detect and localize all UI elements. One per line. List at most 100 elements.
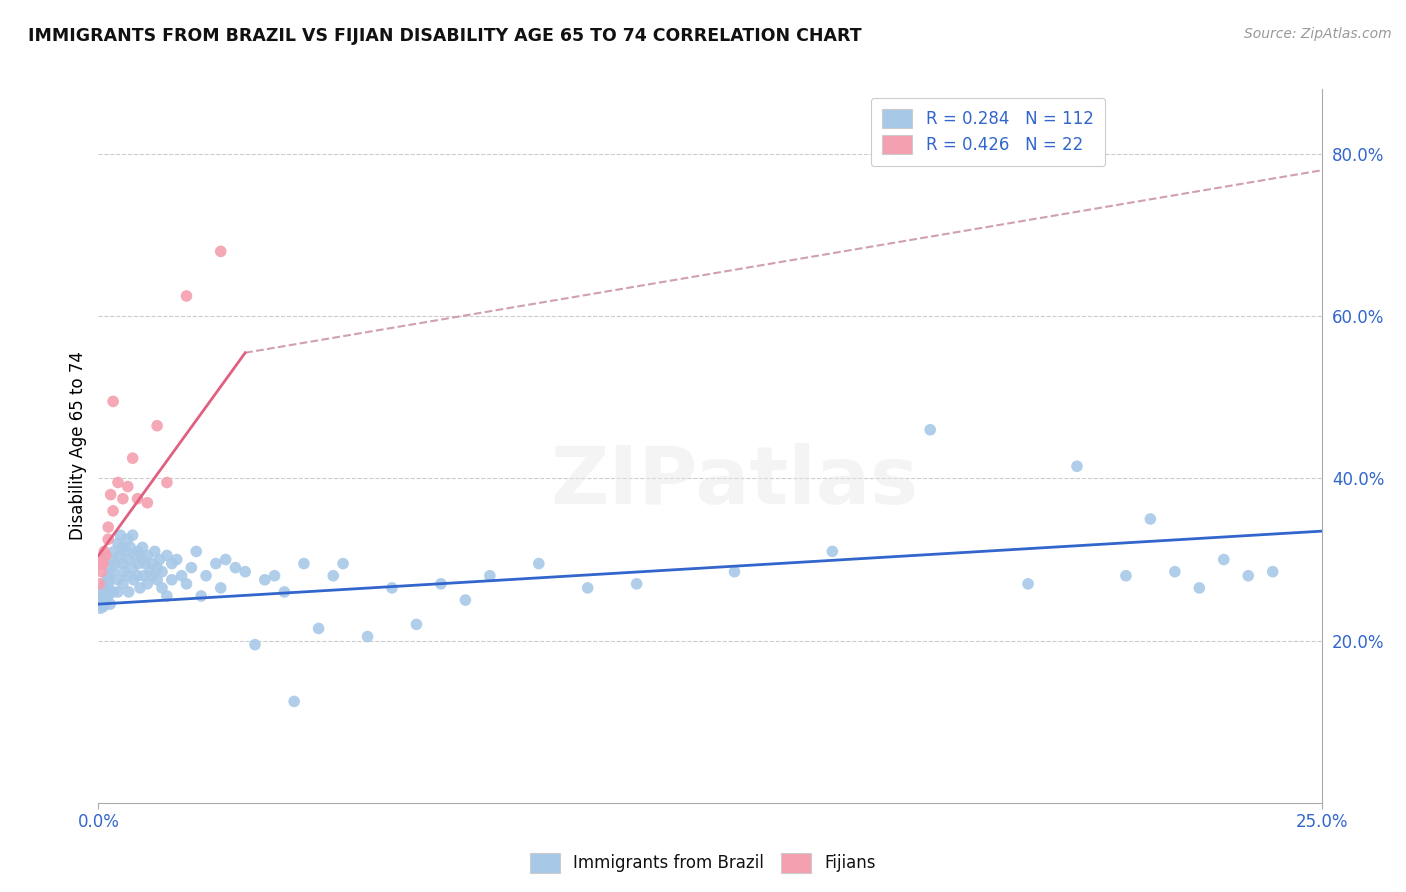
Point	[129, 581, 152, 595]
Text: ZIPatlas: ZIPatlas	[550, 442, 918, 521]
Point	[243, 638, 266, 652]
Point	[131, 552, 153, 566]
Point	[90, 589, 112, 603]
Point	[186, 544, 208, 558]
Point	[107, 475, 129, 490]
Point	[143, 544, 166, 558]
Point	[150, 581, 173, 595]
Point	[214, 552, 236, 566]
Legend: Immigrants from Brazil, Fijians: Immigrants from Brazil, Fijians	[523, 847, 883, 880]
Point	[101, 585, 124, 599]
Point	[89, 597, 111, 611]
Text: IMMIGRANTS FROM BRAZIL VS FIJIAN DISABILITY AGE 65 TO 74 CORRELATION CHART: IMMIGRANTS FROM BRAZIL VS FIJIAN DISABIL…	[28, 27, 862, 45]
Point	[263, 568, 285, 582]
Point	[292, 557, 315, 571]
Point	[195, 568, 218, 582]
Point	[156, 549, 179, 563]
Point	[120, 541, 142, 555]
Point	[94, 586, 117, 600]
Point	[97, 578, 120, 592]
Point	[103, 544, 125, 558]
Point	[91, 552, 114, 566]
Point	[91, 585, 114, 599]
Point	[166, 552, 188, 566]
Point	[233, 565, 256, 579]
Point	[117, 552, 139, 566]
Point	[1139, 512, 1161, 526]
Point	[136, 496, 159, 510]
Point	[127, 491, 149, 506]
Point	[134, 557, 156, 571]
Point	[478, 568, 501, 582]
Point	[139, 565, 162, 579]
Point	[98, 573, 121, 587]
Point	[96, 573, 118, 587]
Point	[141, 557, 163, 571]
Point	[322, 568, 344, 582]
Point	[1164, 565, 1187, 579]
Point	[121, 560, 143, 574]
Point	[381, 581, 404, 595]
Point	[121, 451, 143, 466]
Point	[190, 589, 212, 603]
Point	[527, 557, 550, 571]
Point	[111, 541, 134, 555]
Point	[90, 597, 112, 611]
Point	[111, 577, 134, 591]
Point	[128, 557, 150, 571]
Point	[101, 552, 124, 566]
Point	[91, 593, 114, 607]
Point	[97, 589, 120, 603]
Point	[112, 565, 135, 579]
Point	[90, 565, 112, 579]
Point	[89, 557, 111, 571]
Point	[454, 593, 477, 607]
Point	[91, 589, 114, 603]
Point	[107, 536, 129, 550]
Point	[122, 573, 145, 587]
Point	[356, 630, 378, 644]
Point	[136, 577, 159, 591]
Point	[97, 520, 120, 534]
Point	[117, 479, 139, 493]
Point	[127, 568, 149, 582]
Point	[100, 560, 122, 574]
Point	[104, 557, 127, 571]
Point	[1115, 568, 1137, 582]
Point	[110, 528, 132, 542]
Point	[101, 504, 124, 518]
Point	[1212, 552, 1234, 566]
Point	[224, 560, 246, 574]
Text: Source: ZipAtlas.com: Source: ZipAtlas.com	[1244, 27, 1392, 41]
Point	[1066, 459, 1088, 474]
Point	[1017, 577, 1039, 591]
Point	[96, 595, 118, 609]
Point	[127, 544, 149, 558]
Point	[170, 568, 193, 582]
Point	[131, 541, 153, 555]
Point	[98, 597, 121, 611]
Point	[160, 557, 183, 571]
Point	[821, 544, 844, 558]
Point	[94, 591, 117, 606]
Point	[118, 585, 141, 599]
Point	[117, 568, 139, 582]
Point	[136, 549, 159, 563]
Point	[1261, 565, 1284, 579]
Point	[146, 560, 169, 574]
Point	[209, 244, 232, 259]
Point	[101, 394, 124, 409]
Y-axis label: Disability Age 65 to 74: Disability Age 65 to 74	[69, 351, 87, 541]
Point	[91, 557, 114, 571]
Point	[94, 549, 117, 563]
Point	[283, 694, 305, 708]
Point	[149, 552, 172, 566]
Point	[273, 585, 295, 599]
Point	[576, 581, 599, 595]
Point	[1188, 581, 1211, 595]
Point	[430, 577, 453, 591]
Point	[111, 557, 134, 571]
Point	[180, 560, 202, 574]
Point	[101, 565, 124, 579]
Point	[91, 599, 114, 614]
